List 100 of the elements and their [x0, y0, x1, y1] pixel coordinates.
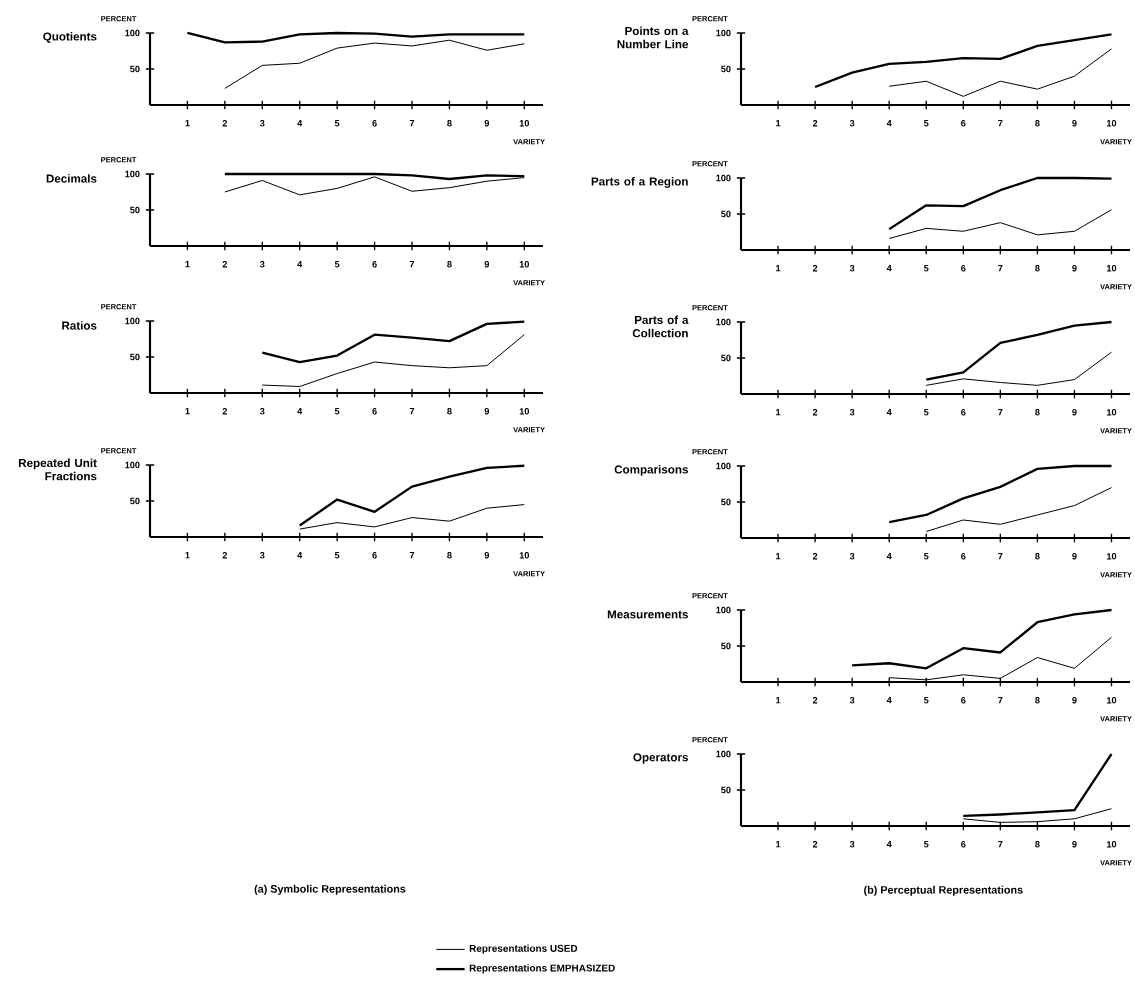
x-tick-label: 2 [222, 552, 228, 559]
x-tick-label: 1 [185, 261, 190, 268]
x-tick-label: 7 [409, 261, 415, 268]
x-tick-label: 4 [297, 261, 303, 268]
x-tick-label: 3 [259, 261, 265, 268]
x-tick-label: 3 [849, 409, 855, 416]
x-tick-label: 6 [961, 120, 966, 127]
x-tick-label: 5 [923, 697, 929, 704]
x-tick-label: 7 [998, 409, 1003, 416]
y-tick-label: 100 [125, 461, 140, 469]
x-tick-label: 10 [519, 552, 529, 559]
x-tick-label: 6 [961, 553, 966, 560]
x-tick-label: 8 [1035, 841, 1040, 848]
x-tick-label: 1 [776, 265, 781, 272]
chart-title: Parts of a Collection [632, 315, 689, 338]
x-tick-label: 5 [923, 120, 929, 127]
x-tick-label: 9 [484, 408, 490, 415]
x-tick-label: 8 [1035, 265, 1040, 272]
x-tick-label: 5 [334, 120, 340, 127]
x-tick-label: 5 [923, 553, 929, 560]
x-tick-label: 2 [812, 409, 818, 416]
x-tick-label: 10 [1106, 841, 1117, 848]
y-tick-label: 50 [721, 210, 731, 218]
x-tick-label: 5 [923, 409, 929, 416]
x-tick-label: 10 [1106, 120, 1117, 127]
x-tick-label: 2 [812, 697, 818, 704]
x-tick-label: 7 [998, 553, 1003, 560]
x-tick-label: 9 [1072, 120, 1077, 127]
x-tick-label: 3 [259, 552, 265, 559]
x-tick-label: 8 [447, 120, 452, 127]
y-tick-label: 50 [721, 642, 731, 650]
x-tick-label: 7 [409, 408, 415, 415]
x-tick-label: 6 [961, 697, 966, 704]
y-tick-label: 100 [716, 29, 731, 37]
x-tick-label: 4 [297, 408, 303, 415]
x-tick-label: 9 [484, 261, 490, 268]
y-tick-label: 50 [130, 353, 140, 361]
x-tick-label: 2 [812, 553, 818, 560]
x-tick-label: 8 [1035, 120, 1040, 127]
x-tick-label: 4 [886, 697, 892, 704]
y-tick-label: 100 [125, 29, 140, 37]
x-tick-label: 9 [1072, 265, 1077, 272]
x-tick-label: 7 [998, 697, 1003, 704]
x-tick-label: 1 [776, 697, 781, 704]
x-tick-label: 1 [776, 409, 781, 416]
x-tick-label: 8 [447, 261, 452, 268]
x-tick-label: 6 [372, 120, 377, 127]
x-tick-label: 6 [961, 841, 966, 848]
x-tick-label: 3 [849, 841, 855, 848]
x-tick-label: 1 [776, 120, 781, 127]
x-tick-label: 7 [998, 120, 1003, 127]
chart-title: Points on a Number Line [617, 26, 689, 49]
legend-label: Representations EMPHASIZED [469, 964, 615, 974]
x-tick-label: 1 [185, 120, 190, 127]
x-tick-label: 9 [1072, 409, 1077, 416]
y-tick-label: 100 [716, 462, 731, 470]
y-tick-label: 100 [125, 170, 140, 178]
x-tick-label: 3 [259, 408, 265, 415]
x-tick-label: 4 [297, 120, 303, 127]
x-tick-label: 3 [849, 265, 855, 272]
x-tick-label: 4 [886, 265, 892, 272]
x-tick-label: 7 [409, 552, 415, 559]
x-tick-label: 4 [886, 120, 892, 127]
x-tick-label: 9 [1072, 553, 1077, 560]
x-tick-label: 5 [334, 261, 340, 268]
x-tick-label: 4 [886, 553, 892, 560]
x-tick-label: 2 [812, 265, 818, 272]
y-tick-label: 50 [721, 65, 731, 73]
x-tick-label: 3 [849, 120, 855, 127]
x-tick-label: 10 [1106, 553, 1117, 560]
x-tick-label: 7 [998, 841, 1003, 848]
x-tick-label: 4 [297, 552, 303, 559]
text: Measurements [607, 610, 688, 619]
x-tick-label: 5 [923, 841, 929, 848]
y-tick-label: 100 [716, 750, 731, 758]
text: (a) Symbolic Representations [254, 884, 406, 895]
x-tick-label: 10 [519, 408, 529, 415]
x-tick-label: 6 [372, 261, 377, 268]
x-tick-label: 6 [961, 409, 966, 416]
x-tick-label: 10 [1106, 409, 1117, 416]
x-tick-label: 2 [812, 841, 818, 848]
x-tick-label: 6 [372, 552, 377, 559]
y-tick-label: 100 [716, 606, 731, 614]
x-tick-label: 5 [334, 552, 340, 559]
x-tick-label: 1 [185, 408, 190, 415]
x-tick-label: 7 [409, 120, 415, 127]
text: (b) Perceptual Representations [864, 885, 1023, 896]
chart-title: Operators [633, 753, 688, 764]
x-tick-label: 9 [484, 120, 490, 127]
x-tick-label: 2 [222, 261, 228, 268]
y-tick-label: 50 [721, 786, 731, 794]
x-tick-label: 10 [519, 120, 529, 127]
x-tick-label: 9 [1072, 697, 1077, 704]
x-tick-label: 8 [1035, 697, 1040, 704]
chart-title: Repeated Unit Fractions [18, 458, 97, 481]
y-tick-label: 50 [721, 498, 731, 506]
y-tick-label: 50 [130, 206, 140, 214]
x-tick-label: 10 [519, 261, 529, 268]
x-tick-label: 9 [484, 552, 490, 559]
y-tick-label: 100 [125, 317, 140, 325]
